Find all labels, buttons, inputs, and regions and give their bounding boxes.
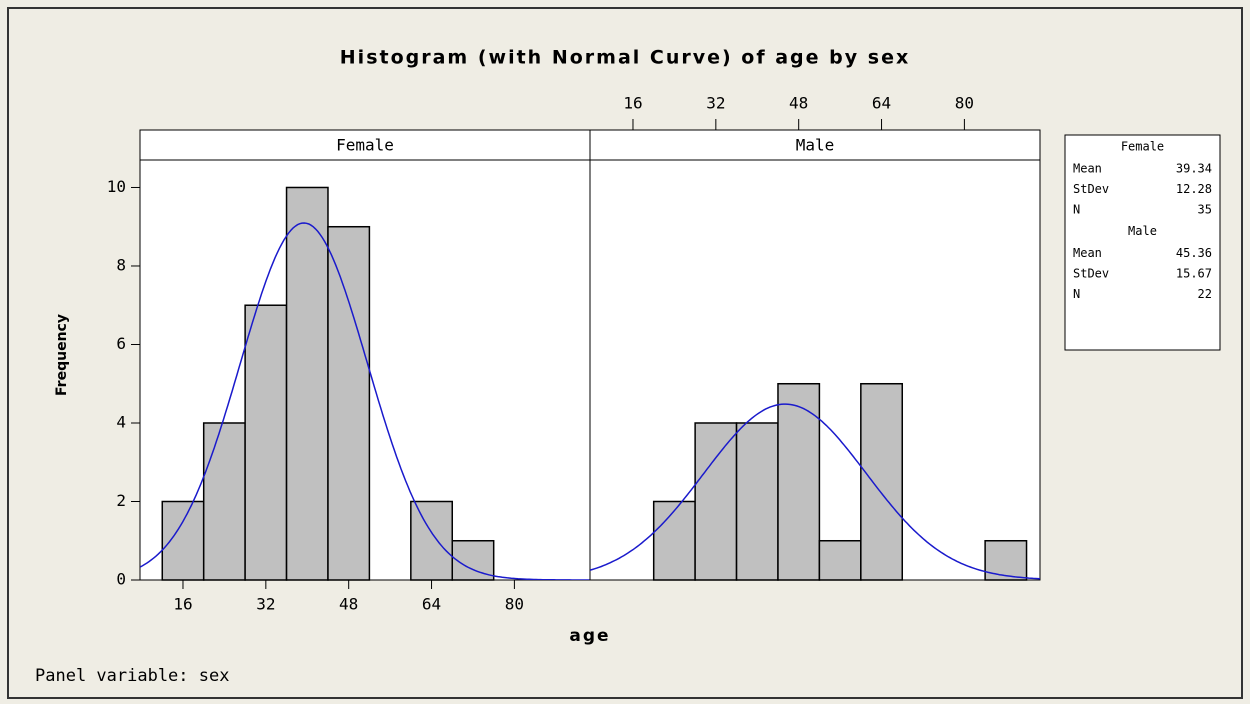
bar [410,500,454,581]
y-tick-label: 6 [116,334,126,353]
bar [161,500,205,581]
x-tick-label: 16 [623,94,642,113]
strip-label: Female [336,136,394,155]
stats-value: 15.67 [1176,267,1212,281]
bar [984,539,1028,581]
bar [285,186,329,581]
stats-title: Male [1128,224,1157,238]
stats-label: N [1073,203,1080,217]
y-tick-label: 10 [107,177,126,196]
y-tick-label: 4 [116,412,126,431]
stats-label: Mean [1073,162,1102,176]
stats-value: 22 [1198,287,1212,301]
x-tick-label: 48 [339,595,358,614]
bar [244,304,288,581]
y-tick-label: 0 [116,570,126,589]
footnote: Panel variable: sex [35,666,229,686]
x-axis-label: age [569,626,610,646]
bar [818,539,862,581]
bar [694,422,738,581]
x-tick-label: 80 [505,595,524,614]
bar [327,225,371,581]
stats-value: 39.34 [1176,162,1212,176]
x-tick-label: 80 [955,94,974,113]
stats-label: StDev [1073,182,1109,196]
normal-curve [140,222,590,580]
y-tick-label: 8 [116,255,126,274]
bar [202,422,246,581]
stats-label: N [1073,287,1080,301]
bar [451,539,495,581]
stats-title: Female [1121,140,1164,154]
stats-label: Mean [1073,246,1102,260]
x-tick-label: 64 [872,94,891,113]
bar [777,382,821,581]
x-tick-label: 32 [256,595,275,614]
y-tick-label: 2 [116,491,126,510]
x-tick-label: 64 [422,595,441,614]
normal-curve [590,403,1040,580]
y-axis-label: Frequency [54,314,70,396]
x-tick-label: 48 [789,94,808,113]
bar [652,500,696,581]
stats-value: 45.36 [1176,246,1212,260]
stats-box [1064,134,1221,351]
x-tick-label: 32 [706,94,725,113]
strip [589,129,1041,161]
stats-value: 12.28 [1176,182,1212,196]
bar [735,422,779,581]
chart-title: Histogram (with Normal Curve) of age by … [340,47,910,69]
stats-label: StDev [1073,267,1109,281]
bar [860,382,904,581]
stats-value: 35 [1198,203,1212,217]
x-tick-label: 16 [173,595,192,614]
strip-label: Male [796,136,835,155]
strip [139,129,591,161]
